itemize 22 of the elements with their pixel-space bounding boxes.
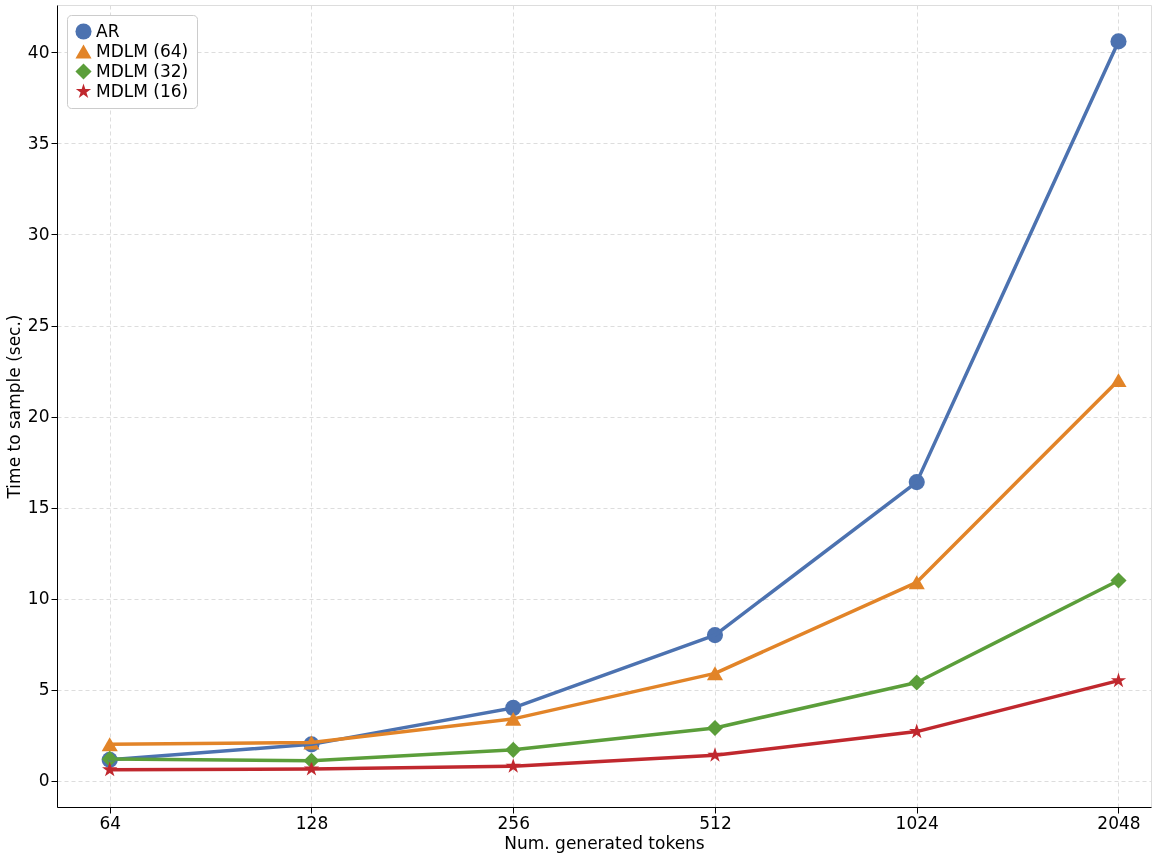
y-tick-label: 15 bbox=[27, 497, 50, 518]
x-tick-label: 512 bbox=[699, 812, 732, 833]
legend-label: MDLM (32) bbox=[96, 60, 189, 81]
x-axis-title: Num. generated tokens bbox=[504, 832, 705, 853]
legend-label: MDLM (64) bbox=[96, 40, 189, 61]
x-tick-label: 256 bbox=[497, 812, 530, 833]
x-tick-label: 64 bbox=[99, 812, 122, 833]
y-tick-label: 0 bbox=[38, 770, 50, 791]
y-tick-label: 40 bbox=[27, 41, 50, 62]
y-tick-label: 5 bbox=[38, 679, 50, 700]
y-tick-label: 30 bbox=[27, 223, 50, 244]
x-tick-label: 1024 bbox=[895, 812, 939, 833]
point bbox=[1110, 572, 1127, 589]
y-axis-title: Time to sample (sec.) bbox=[3, 314, 24, 500]
y-tick-label: 20 bbox=[27, 406, 50, 427]
y-tick-label: 10 bbox=[27, 588, 50, 609]
x-tick-label: 128 bbox=[295, 812, 329, 833]
x-tick-label: 2048 bbox=[1097, 812, 1141, 833]
y-tick-label: 25 bbox=[27, 315, 50, 336]
legend-label: AR bbox=[96, 20, 120, 41]
y-tick-label: 35 bbox=[27, 132, 50, 153]
legend-label: MDLM (16) bbox=[96, 80, 189, 101]
